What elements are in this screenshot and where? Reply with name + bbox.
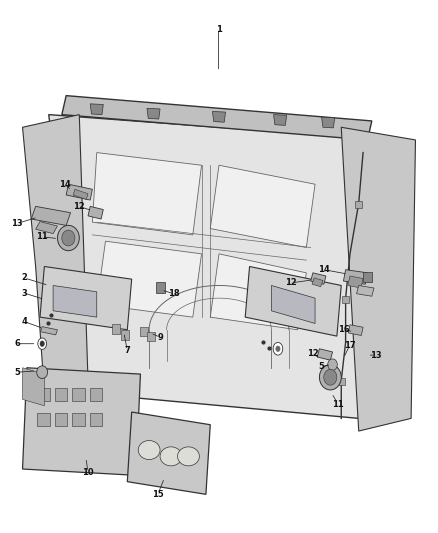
- Bar: [72, 388, 85, 401]
- Text: 10: 10: [82, 467, 94, 477]
- Text: 13: 13: [11, 219, 23, 228]
- Ellipse shape: [177, 447, 199, 466]
- Polygon shape: [92, 152, 201, 235]
- Bar: [112, 324, 120, 334]
- Bar: [338, 378, 345, 385]
- Bar: [355, 201, 362, 208]
- Polygon shape: [40, 327, 57, 335]
- Polygon shape: [317, 349, 332, 360]
- Polygon shape: [40, 266, 132, 330]
- Bar: [147, 332, 155, 341]
- Ellipse shape: [37, 366, 48, 378]
- Ellipse shape: [62, 230, 75, 246]
- Text: 15: 15: [152, 490, 164, 499]
- Ellipse shape: [38, 338, 46, 350]
- Polygon shape: [212, 111, 226, 122]
- Polygon shape: [66, 184, 92, 200]
- Text: 2: 2: [21, 273, 27, 282]
- Polygon shape: [341, 127, 416, 431]
- Text: 12: 12: [285, 278, 297, 287]
- Text: 4: 4: [21, 317, 27, 326]
- Polygon shape: [73, 189, 88, 199]
- Bar: [155, 281, 165, 293]
- Polygon shape: [312, 278, 323, 287]
- Ellipse shape: [138, 441, 160, 459]
- Text: 12: 12: [307, 349, 318, 358]
- Polygon shape: [90, 104, 103, 115]
- Text: 3: 3: [21, 288, 27, 297]
- Polygon shape: [357, 286, 374, 296]
- Bar: [37, 388, 49, 401]
- Polygon shape: [49, 115, 389, 418]
- Bar: [363, 271, 372, 281]
- Polygon shape: [147, 108, 160, 119]
- Bar: [90, 388, 102, 401]
- Ellipse shape: [324, 369, 337, 385]
- Text: 17: 17: [344, 341, 355, 350]
- Text: 18: 18: [168, 289, 180, 298]
- Ellipse shape: [328, 359, 337, 370]
- Polygon shape: [31, 206, 71, 225]
- Polygon shape: [321, 117, 335, 128]
- Polygon shape: [245, 266, 341, 336]
- Text: 9: 9: [158, 333, 163, 342]
- Polygon shape: [343, 270, 367, 284]
- Ellipse shape: [273, 342, 283, 355]
- Polygon shape: [311, 273, 326, 284]
- Ellipse shape: [40, 341, 44, 346]
- Polygon shape: [348, 325, 363, 335]
- Bar: [55, 388, 67, 401]
- Polygon shape: [22, 115, 88, 393]
- Polygon shape: [272, 286, 315, 324]
- Text: 11: 11: [332, 400, 344, 409]
- Text: 5: 5: [319, 362, 325, 371]
- Text: 5: 5: [14, 368, 20, 377]
- Polygon shape: [127, 412, 210, 494]
- Polygon shape: [35, 222, 57, 233]
- Polygon shape: [348, 276, 363, 288]
- Polygon shape: [88, 206, 103, 219]
- Text: 14: 14: [318, 265, 330, 274]
- Bar: [90, 413, 102, 426]
- Polygon shape: [22, 368, 141, 475]
- Text: 16: 16: [338, 325, 350, 334]
- Text: 1: 1: [215, 25, 222, 34]
- Polygon shape: [62, 95, 372, 140]
- Polygon shape: [97, 241, 201, 317]
- Polygon shape: [22, 368, 44, 406]
- Bar: [55, 413, 67, 426]
- Polygon shape: [210, 165, 315, 247]
- Ellipse shape: [276, 346, 280, 352]
- Ellipse shape: [160, 447, 182, 466]
- Polygon shape: [53, 286, 97, 317]
- Bar: [72, 413, 85, 426]
- Polygon shape: [210, 254, 306, 330]
- Polygon shape: [274, 115, 287, 125]
- Text: 11: 11: [36, 232, 48, 241]
- Bar: [342, 296, 349, 303]
- Text: 12: 12: [74, 202, 85, 211]
- Text: 6: 6: [14, 339, 20, 348]
- Bar: [141, 327, 148, 336]
- Ellipse shape: [319, 365, 341, 390]
- Ellipse shape: [57, 225, 79, 251]
- Bar: [121, 330, 129, 340]
- Bar: [37, 413, 49, 426]
- Text: 13: 13: [370, 351, 381, 360]
- Text: 7: 7: [124, 346, 130, 355]
- Text: 14: 14: [59, 180, 71, 189]
